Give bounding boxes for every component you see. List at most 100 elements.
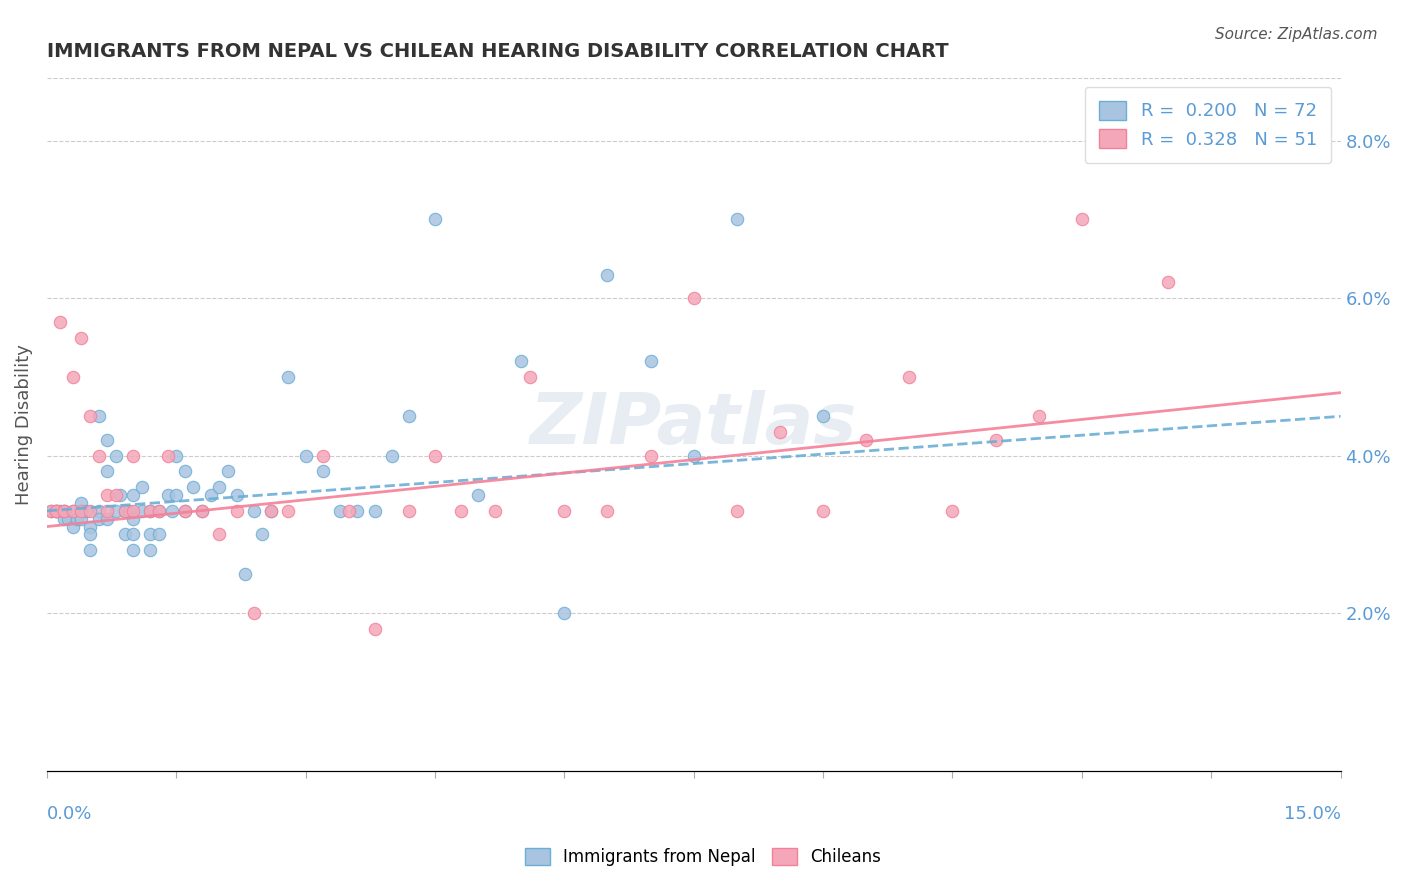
Point (53, 504, 76, 518)
Point (484, 504, 506, 518)
Point (1070, 212, 1092, 227)
Point (225, 504, 247, 518)
Point (96, 504, 118, 518)
Point (70, 504, 93, 518)
Point (363, 504, 385, 518)
Point (252, 527, 274, 541)
Point (312, 465, 335, 479)
Point (114, 504, 136, 518)
Point (467, 488, 489, 502)
Point (217, 465, 239, 479)
Point (984, 433, 1007, 447)
Point (191, 504, 214, 518)
Point (79, 543, 101, 558)
Point (156, 488, 179, 502)
Point (811, 504, 834, 518)
Point (596, 268, 619, 282)
Point (96, 511, 118, 525)
Point (114, 504, 136, 518)
Point (769, 425, 792, 439)
Point (53, 511, 76, 525)
Point (139, 543, 162, 558)
Point (58, 511, 80, 525)
Legend: R =  0.200   N = 72, R =  0.328   N = 51: R = 0.200 N = 72, R = 0.328 N = 51 (1085, 87, 1331, 163)
Point (596, 504, 619, 518)
Point (87, 511, 110, 525)
Point (53, 504, 76, 518)
Point (148, 527, 170, 541)
Point (725, 212, 748, 227)
Point (87, 409, 110, 424)
Text: Source: ZipAtlas.com: Source: ZipAtlas.com (1215, 27, 1378, 42)
Point (260, 504, 283, 518)
Point (682, 291, 704, 305)
Point (131, 504, 153, 518)
Point (898, 370, 921, 384)
Point (62, 370, 84, 384)
Point (329, 504, 352, 518)
Point (941, 504, 963, 518)
Point (363, 622, 385, 636)
Point (79, 527, 101, 541)
Point (39, 504, 62, 518)
Point (148, 504, 170, 518)
Point (131, 480, 153, 494)
Point (277, 370, 299, 384)
Point (114, 527, 136, 541)
Point (62, 504, 84, 518)
Point (381, 449, 404, 463)
Point (122, 511, 145, 525)
Point (108, 488, 131, 502)
Point (208, 527, 231, 541)
Point (70, 511, 93, 525)
Point (70, 496, 93, 510)
Point (450, 504, 472, 518)
Point (312, 449, 335, 463)
Point (243, 606, 266, 620)
Point (104, 488, 127, 502)
Point (423, 212, 446, 227)
Point (122, 543, 145, 558)
Text: IMMIGRANTS FROM NEPAL VS CHILEAN HEARING DISABILITY CORRELATION CHART: IMMIGRANTS FROM NEPAL VS CHILEAN HEARING… (46, 42, 949, 61)
Point (243, 504, 266, 518)
Point (183, 480, 205, 494)
Text: ZIPatlas: ZIPatlas (530, 390, 858, 458)
Point (44, 504, 66, 518)
Point (233, 566, 256, 581)
Point (96, 465, 118, 479)
Point (173, 504, 195, 518)
Point (553, 504, 575, 518)
Point (139, 527, 162, 541)
Point (87, 504, 110, 518)
Point (173, 504, 195, 518)
Text: 0.0%: 0.0% (46, 805, 93, 823)
Point (398, 504, 420, 518)
Point (156, 449, 179, 463)
Point (122, 527, 145, 541)
Point (75, 504, 97, 518)
Point (173, 465, 195, 479)
Point (165, 488, 187, 502)
Point (96, 488, 118, 502)
Point (49, 315, 72, 329)
Y-axis label: Hearing Disability: Hearing Disability (15, 343, 32, 505)
Point (519, 370, 541, 384)
Point (79, 409, 101, 424)
Point (165, 449, 187, 463)
Point (640, 449, 662, 463)
Point (148, 504, 170, 518)
Point (49, 504, 72, 518)
Point (118, 504, 141, 518)
Point (122, 449, 145, 463)
Point (1157, 276, 1180, 290)
Point (398, 409, 420, 424)
Legend: Immigrants from Nepal, Chileans: Immigrants from Nepal, Chileans (516, 840, 890, 875)
Point (62, 519, 84, 533)
Point (682, 449, 704, 463)
Point (66, 511, 89, 525)
Point (70, 330, 93, 344)
Point (855, 433, 877, 447)
Point (139, 504, 162, 518)
Point (200, 488, 222, 502)
Point (1028, 409, 1050, 424)
